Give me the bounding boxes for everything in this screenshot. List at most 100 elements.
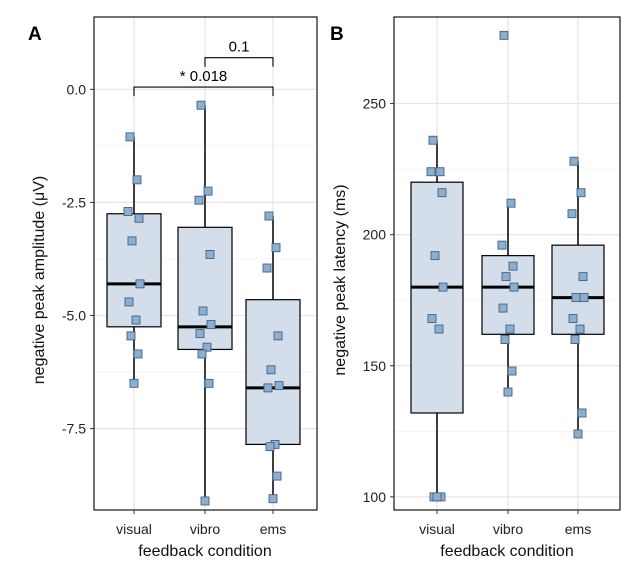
panel-a-point-vibro-6 — [195, 329, 205, 339]
panel-a-point-vibro-10 — [200, 496, 210, 506]
panel-b-point-visual-0 — [428, 135, 438, 145]
panel-a-point-visual-1 — [132, 175, 142, 185]
panel-a-x-tick-label-ems: ems — [260, 521, 286, 537]
panel-a-x-ticks: visual vibro ems — [116, 510, 286, 537]
panel-b-y-axis-label: negative peak latency (ms) — [332, 184, 349, 375]
panel-a-point-ems-4 — [266, 365, 276, 375]
panel-b-y-tick-label-3: 250 — [363, 96, 387, 112]
panel-b-y-tick-label-0: 100 — [363, 489, 387, 505]
panel-b-point-ems-6 — [568, 314, 578, 324]
panel-b-x-tick-label-ems: ems — [565, 521, 591, 537]
panel-a-point-ems-5 — [274, 381, 284, 391]
panel-b-point-vibro-6 — [498, 303, 508, 313]
panel-a-point-ems-9 — [272, 471, 282, 481]
panel-a-bracket-label-1: * 0.018 — [180, 68, 228, 85]
panel-b-y-tick-label-1: 150 — [363, 358, 387, 374]
panel-b-x-tick-label-vibro: vibro — [493, 521, 524, 537]
panel-b: B 100 150 200 250 visual vibro ems feedback c… — [330, 16, 621, 560]
panel-b-point-visual-1 — [435, 167, 445, 177]
panel-a-point-vibro-3 — [205, 250, 215, 259]
panel-a-point-vibro-0 — [196, 100, 206, 110]
panel-a-point-vibro-5 — [206, 320, 216, 330]
panel-b-point-visual-5 — [438, 282, 448, 292]
panel-a-point-visual-8 — [126, 331, 136, 341]
panel-b-point-vibro-10 — [503, 387, 513, 397]
panel-a-points — [123, 100, 284, 506]
panel-b-point-ems-3 — [578, 272, 588, 282]
panel-a-point-ems-3 — [273, 331, 283, 341]
panel-a-point-visual-4 — [127, 236, 137, 246]
panel-a-significance-brackets: 0.1* 0.018 — [133, 39, 274, 97]
panel-b-point-vibro-4 — [501, 272, 511, 282]
panel-b-x-ticks: visual vibro ems — [419, 510, 591, 537]
panel-b-y-ticks: 100 150 200 250 — [363, 96, 394, 505]
panel-a-point-visual-10 — [129, 378, 139, 388]
panel-a-point-vibro-1 — [203, 186, 213, 196]
panel-a-point-ems-1 — [271, 243, 281, 253]
panel-a-y-tick-label-3: -7.5 — [62, 421, 86, 437]
panel-a-point-vibro-2 — [194, 195, 204, 205]
panel-b-point-vibro-5 — [509, 282, 519, 292]
panel-b-point-visual-2 — [426, 167, 436, 177]
panel-a-box-vibro — [177, 226, 233, 351]
panel-a-x-axis-label: feedback condition — [138, 543, 271, 560]
panel-a-point-ems-10 — [268, 494, 278, 504]
panel-a-y-tick-label-1: -2.5 — [62, 194, 86, 210]
panel-b-box-vibro — [481, 255, 535, 335]
panel-a-point-vibro-8 — [197, 349, 207, 359]
panel-b-point-vibro-8 — [500, 335, 510, 344]
panel-b-point-ems-1 — [576, 188, 586, 198]
panel-a-point-visual-6 — [124, 297, 134, 307]
panel-b-point-ems-8 — [570, 335, 580, 344]
panel-a-point-vibro-7 — [202, 342, 212, 352]
panel-b-point-ems-10 — [573, 429, 583, 439]
panel-a-bracket-label-0: 0.1 — [229, 39, 250, 56]
panel-a-point-ems-8 — [265, 442, 275, 452]
panel-b-point-vibro-0 — [499, 30, 509, 40]
panel-b-point-ems-4 — [571, 293, 581, 303]
panel-b-point-visual-7 — [434, 324, 444, 334]
panel-a-y-tick-label-2: -5.0 — [62, 308, 86, 324]
panel-b-y-tick-label-2: 200 — [363, 227, 387, 243]
panel-a-point-ems-2 — [262, 263, 272, 273]
panel-b-letter: B — [330, 24, 344, 45]
panel-a-x-tick-label-visual: visual — [116, 521, 152, 537]
panel-b-point-ems-7 — [575, 324, 585, 334]
panel-b-point-visual-10 — [432, 492, 442, 502]
panel-a-point-visual-0 — [125, 132, 135, 142]
panel-a-point-visual-2 — [123, 207, 133, 216]
panel-a-letter: A — [28, 24, 42, 45]
panel-a-y-tick-label-0: 0.0 — [67, 81, 87, 97]
panel-b-point-ems-5 — [579, 293, 589, 303]
panel-b-x-axis-label: feedback condition — [440, 543, 573, 560]
panel-b-point-ems-9 — [577, 408, 587, 418]
panel-b-box-visual — [410, 181, 464, 414]
panel-b-box-ems — [551, 244, 605, 335]
panel-b-x-tick-label-visual: visual — [419, 521, 455, 537]
panel-b-point-ems-0 — [569, 156, 579, 166]
panel-a-boxplots — [106, 105, 301, 501]
panel-a-y-ticks: 0.0 -2.5 -5.0 -7.5 — [62, 81, 94, 437]
panel-a-point-vibro-4 — [198, 306, 208, 316]
panel-a-point-visual-7 — [131, 315, 141, 325]
panel-b-point-vibro-9 — [507, 366, 517, 376]
panel-a-box-visual — [106, 213, 162, 328]
panel-b-point-vibro-3 — [508, 261, 518, 271]
panel-b-point-visual-4 — [430, 251, 440, 261]
panel-a-bracket-1 — [133, 86, 274, 97]
panel-a-bracket-0 — [204, 57, 274, 67]
panel-b-point-ems-2 — [567, 209, 577, 219]
panel-a-point-ems-6 — [263, 383, 273, 393]
panel-b-boxplots — [410, 140, 605, 497]
panel-a-point-visual-3 — [134, 213, 144, 223]
panel-b-points — [426, 30, 589, 502]
panel-b-point-vibro-1 — [506, 198, 516, 208]
panel-a-point-visual-5 — [135, 279, 145, 289]
panel-a: A 0.1* 0.018 0.0 -2.5 -5.0 -7.5 visual vibro… — [28, 16, 318, 560]
panel-b-point-vibro-2 — [497, 240, 507, 250]
panel-b-plot-frame — [393, 16, 621, 511]
panel-a-y-axis-label: negative peak amplitude (μV) — [31, 176, 48, 384]
panel-a-point-vibro-9 — [204, 378, 214, 388]
panel-a-point-ems-0 — [264, 211, 274, 221]
